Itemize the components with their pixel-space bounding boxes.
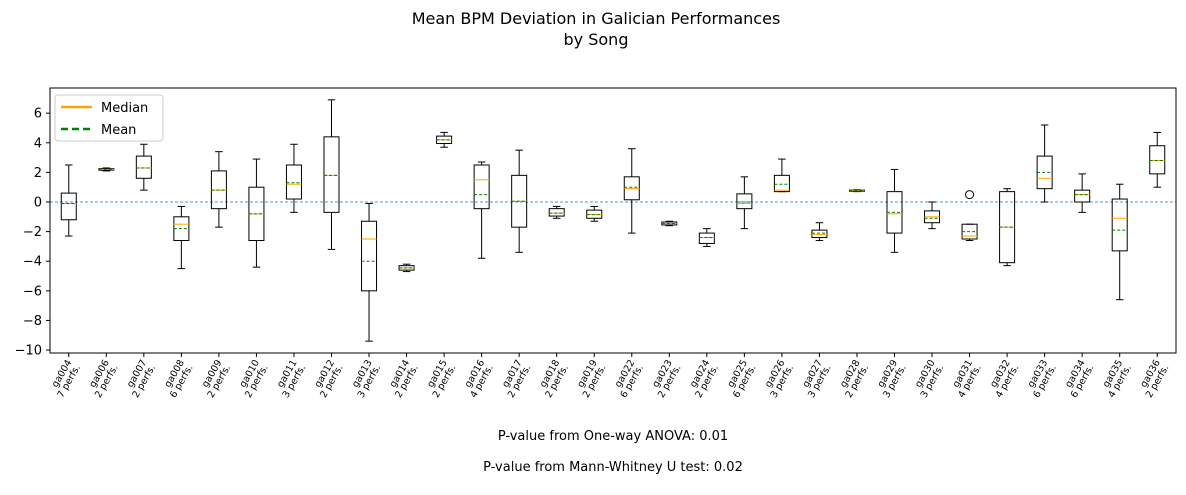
box-ga024 — [698, 228, 715, 247]
box-ga010 — [248, 158, 265, 268]
box-body — [135, 155, 152, 179]
box-ga013 — [361, 202, 378, 342]
y-tick-label: 4 — [34, 136, 42, 151]
y-axis: 6 4 2 0 −2 −4 −6 −8 −10 — [15, 107, 50, 359]
x-tick-label-ga032: ga0324 perfs. — [985, 358, 1021, 400]
chart-title-line-2: by Song — [564, 30, 629, 49]
x-tick-label-ga010: ga0102 perfs. — [234, 358, 270, 400]
x-tick-label-ga015: ga0152 perfs. — [422, 358, 458, 400]
box-body — [1149, 145, 1166, 175]
x-tick-label-ga018: ga0182 perfs. — [535, 358, 571, 400]
x-tick-label-ga028: ga0282 perfs. — [835, 358, 871, 400]
box-ga006 — [98, 167, 115, 172]
box-ga032 — [999, 188, 1016, 267]
chart-title-line-1: Mean BPM Deviation in Galician Performan… — [412, 9, 781, 28]
box-ga004 — [60, 164, 77, 237]
box-body — [60, 192, 77, 221]
boxes-layer — [60, 99, 1166, 342]
x-tick-label-ga024: ga0242 perfs. — [685, 358, 721, 400]
x-tick-label-ga030: ga0303 perfs. — [910, 358, 946, 400]
box-ga022 — [623, 148, 640, 234]
x-tick-label-ga006: ga0062 perfs. — [84, 358, 120, 400]
x-tick-label-ga025: ga0256 perfs. — [722, 358, 758, 400]
y-tick-label: 6 — [34, 107, 42, 122]
y-tick-label: −6 — [23, 284, 42, 299]
box-body — [473, 164, 490, 210]
x-tick-label-ga009: ga0092 perfs. — [197, 358, 233, 400]
box-body — [361, 220, 378, 292]
box-ga018 — [548, 205, 565, 219]
box-ga034 — [1074, 173, 1091, 213]
box-ga007 — [135, 143, 152, 191]
box-ga023 — [661, 220, 678, 227]
box-body — [698, 232, 715, 244]
box-ga014 — [398, 263, 415, 273]
x-axis: ga0047 perfs. ga0062 perfs. ga0072 perfs. g… — [47, 353, 1171, 400]
box-body — [1074, 189, 1091, 203]
x-tick-label-ga019: ga0192 perfs. — [572, 358, 608, 400]
x-tick-label-ga031: ga0314 perfs. — [948, 358, 984, 400]
outlier-point — [965, 190, 975, 200]
box-ga030 — [924, 201, 941, 230]
x-tick-label-ga029: ga0293 perfs. — [872, 358, 908, 400]
x-tick-label-ga016: ga0164 perfs. — [460, 358, 496, 400]
x-tick-label-ga012: ga0122 perfs. — [309, 358, 345, 400]
box-body — [773, 174, 790, 193]
legend: Median Mean — [54, 94, 164, 142]
x-tick-label-ga023: ga0232 perfs. — [647, 358, 683, 400]
box-ga012 — [323, 99, 340, 250]
x-tick-label-ga014: ga0142 perfs. — [385, 358, 421, 400]
legend-median-label: Median — [101, 101, 148, 116]
box-ga025 — [736, 176, 753, 230]
box-ga036 — [1149, 131, 1166, 188]
x-tick-label-ga008: ga0086 perfs. — [159, 358, 195, 400]
y-tick-label: 0 — [34, 195, 42, 210]
box-body — [1111, 198, 1128, 252]
box-ga011 — [285, 143, 302, 213]
box-body — [323, 136, 340, 213]
box-ga026 — [773, 158, 790, 193]
x-tick-label-ga013: ga0133 perfs. — [347, 358, 383, 400]
x-tick-label-ga033: ga0336 perfs. — [1023, 358, 1059, 400]
x-tick-label-ga027: ga0273 perfs. — [797, 358, 833, 400]
y-tick-label: −4 — [23, 255, 42, 270]
x-tick-label-ga026: ga0263 perfs. — [760, 358, 796, 400]
box-body — [548, 208, 565, 217]
y-tick-label: −2 — [23, 225, 42, 240]
mannwhitney-pvalue: P-value from Mann-Whitney U test: 0.02 — [483, 460, 743, 475]
box-body — [736, 193, 753, 210]
box-ga017 — [511, 149, 528, 253]
chart-title: Mean BPM Deviation in Galician Performan… — [412, 9, 781, 49]
y-tick-label: 2 — [34, 166, 42, 181]
x-tick-label-ga036: ga0362 perfs. — [1135, 358, 1171, 400]
box-body — [285, 164, 302, 200]
plot-frame — [49, 87, 1177, 354]
box-ga029 — [886, 168, 903, 253]
x-tick-label-ga007: ga0072 perfs. — [122, 358, 158, 400]
y-tick-label: −8 — [23, 314, 42, 329]
x-tick-label-ga017: ga0172 perfs. — [497, 358, 533, 400]
box-ga035 — [1111, 183, 1128, 301]
box-ga031 — [961, 190, 978, 241]
legend-mean-label: Mean — [101, 123, 136, 138]
x-tick-label-ga035: ga0354 perfs. — [1098, 358, 1134, 400]
y-tick-label: −10 — [15, 344, 42, 359]
box-ga033 — [1036, 124, 1053, 203]
anova-pvalue: P-value from One-way ANOVA: 0.01 — [498, 429, 728, 444]
x-tick-label-ga004: ga0047 perfs. — [47, 358, 83, 400]
box-ga016 — [473, 161, 490, 259]
box-ga019 — [586, 205, 603, 222]
x-tick-label-ga034: ga0346 perfs. — [1060, 358, 1096, 400]
x-tick-label-ga022: ga0226 perfs. — [610, 358, 646, 400]
box-ga008 — [173, 205, 190, 270]
box-body — [811, 229, 828, 239]
box-ga027 — [811, 222, 828, 241]
x-tick-label-ga011: ga0113 perfs. — [272, 358, 308, 400]
box-ga009 — [210, 151, 227, 228]
box-ga028 — [848, 189, 865, 193]
box-ga015 — [436, 131, 453, 148]
